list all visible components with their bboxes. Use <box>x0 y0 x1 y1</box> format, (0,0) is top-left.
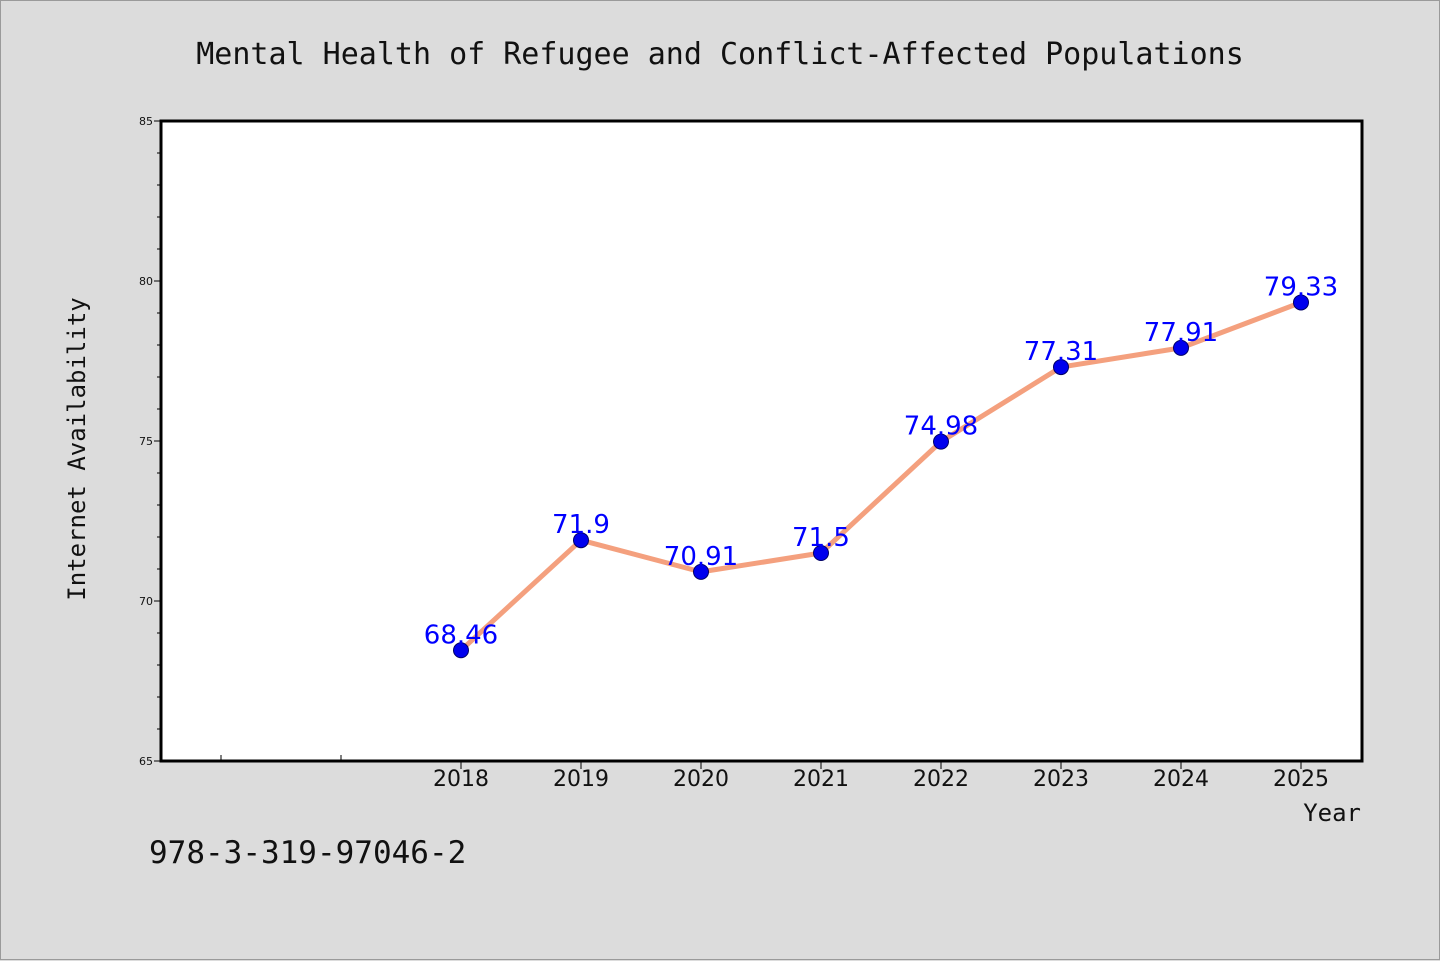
chart-title: Mental Health of Refugee and Conflict-Af… <box>196 37 1244 72</box>
plot-area <box>159 119 1364 763</box>
data-point <box>453 642 469 659</box>
series-line <box>459 300 1302 653</box>
x-axis-label: Year <box>1303 799 1361 827</box>
data-label: 68.46 <box>424 620 498 650</box>
data-point <box>813 545 829 561</box>
x-tick-label: 2025 <box>1273 767 1329 792</box>
data-point <box>573 532 589 549</box>
x-tick-label: 2019 <box>553 767 609 792</box>
data-point <box>1173 339 1189 356</box>
data-label: 71.9 <box>552 510 610 540</box>
data-point <box>693 563 709 580</box>
data-label: 74.98 <box>904 412 978 442</box>
x-tick-label: 2018 <box>433 767 489 792</box>
x-tick-label: 2024 <box>1153 767 1209 792</box>
x-tick-label: 2021 <box>793 767 849 792</box>
x-tick-label: 2023 <box>1033 767 1089 792</box>
data-point <box>1293 294 1309 311</box>
data-point <box>933 433 949 450</box>
data-label: 71.5 <box>792 523 850 553</box>
x-tick-label: 2020 <box>673 767 729 792</box>
footer-code: 978-3-319-97046-2 <box>149 835 467 871</box>
data-label: 79.33 <box>1264 272 1338 302</box>
y-tick-label: 80 <box>139 275 153 288</box>
y-axis-label: Internet Availability <box>63 297 91 600</box>
y-tick-label: 65 <box>139 755 153 768</box>
y-tick-label: 85 <box>139 115 153 128</box>
data-series: 68.46 71.9 70.91 71.5 74.98 77.31 77.91 79.33 <box>424 272 1338 659</box>
data-label: 77.91 <box>1144 318 1218 348</box>
data-label: 70.91 <box>664 542 738 572</box>
y-tick-label: 75 <box>139 435 153 448</box>
y-axis-ticks: 65 70 75 80 85 <box>139 115 161 768</box>
data-label: 77.31 <box>1024 337 1098 367</box>
data-point <box>1053 359 1069 376</box>
x-axis-ticks: 2018 2019 2020 2021 2022 2023 2024 2025 <box>220 755 1329 792</box>
x-tick-label: 2022 <box>913 767 969 792</box>
y-tick-label: 70 <box>139 595 153 608</box>
